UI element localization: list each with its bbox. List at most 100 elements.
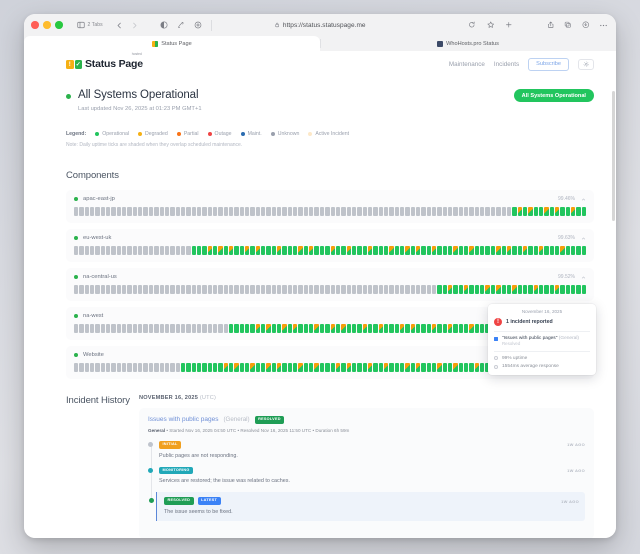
uptime-tick[interactable] — [544, 207, 549, 216]
uptime-tick[interactable] — [458, 363, 464, 372]
uptime-tick[interactable] — [469, 207, 474, 216]
uptime-tick[interactable] — [437, 207, 442, 216]
uptime-tick[interactable] — [362, 324, 367, 333]
uptime-tick[interactable] — [538, 207, 544, 216]
uptime-tick[interactable] — [581, 246, 586, 255]
uptime-tick[interactable] — [95, 324, 100, 333]
uptime-tick[interactable] — [74, 363, 79, 372]
uptime-tick[interactable] — [576, 285, 581, 294]
uptime-tick[interactable] — [180, 324, 186, 333]
uptime-tick[interactable] — [180, 246, 186, 255]
uptime-tick[interactable] — [298, 246, 303, 255]
uptime-tick[interactable] — [533, 246, 538, 255]
uptime-tick[interactable] — [309, 363, 314, 372]
uptime-tick[interactable] — [154, 285, 159, 294]
uptime-tick[interactable] — [255, 246, 261, 255]
uptime-tick[interactable] — [245, 207, 250, 216]
uptime-tick-bar[interactable] — [74, 246, 586, 255]
uptime-tick[interactable] — [394, 207, 399, 216]
uptime-tick[interactable] — [261, 246, 266, 255]
uptime-tick[interactable] — [522, 207, 528, 216]
uptime-tick[interactable] — [287, 324, 293, 333]
uptime-tick[interactable] — [287, 246, 293, 255]
uptime-tick[interactable] — [309, 207, 314, 216]
uptime-tick[interactable] — [132, 363, 138, 372]
uptime-tick[interactable] — [202, 285, 207, 294]
uptime-tick[interactable] — [154, 246, 159, 255]
uptime-tick[interactable] — [565, 285, 570, 294]
uptime-tick[interactable] — [410, 285, 415, 294]
uptime-tick[interactable] — [287, 285, 293, 294]
uptime-tick[interactable] — [191, 246, 196, 255]
uptime-tick[interactable] — [127, 324, 132, 333]
uptime-tick[interactable] — [164, 324, 170, 333]
browser-tab-whohosts[interactable]: WhoHosts.pro Status — [320, 36, 616, 51]
uptime-tick[interactable] — [293, 363, 298, 372]
uptime-tick[interactable] — [100, 285, 106, 294]
uptime-tick[interactable] — [95, 246, 100, 255]
uptime-tick[interactable] — [271, 324, 277, 333]
uptime-tick[interactable] — [394, 363, 399, 372]
uptime-tick[interactable] — [111, 363, 116, 372]
uptime-tick[interactable] — [437, 285, 442, 294]
uptime-tick[interactable] — [496, 285, 501, 294]
uptime-tick[interactable] — [122, 207, 127, 216]
uptime-tick[interactable] — [175, 363, 180, 372]
uptime-tick[interactable] — [116, 246, 122, 255]
uptime-tick[interactable] — [474, 207, 480, 216]
uptime-tick[interactable] — [325, 207, 330, 216]
uptime-tick[interactable] — [512, 246, 517, 255]
uptime-tick-bar[interactable] — [74, 207, 586, 216]
uptime-tick[interactable] — [234, 207, 239, 216]
uptime-tick[interactable] — [293, 285, 298, 294]
chevron-up-icon[interactable] — [581, 275, 586, 280]
uptime-tick[interactable] — [538, 285, 544, 294]
uptime-tick[interactable] — [218, 285, 223, 294]
uptime-tick[interactable] — [261, 207, 266, 216]
uptime-tick[interactable] — [314, 207, 319, 216]
uptime-tick[interactable] — [298, 363, 303, 372]
uptime-tick[interactable] — [474, 246, 480, 255]
uptime-tick[interactable] — [442, 363, 448, 372]
uptime-tick[interactable] — [223, 363, 228, 372]
uptime-tick[interactable] — [480, 324, 485, 333]
uptime-tick[interactable] — [319, 207, 325, 216]
uptime-tick[interactable] — [84, 246, 90, 255]
uptime-tick[interactable] — [570, 285, 576, 294]
page-scrollbar[interactable] — [612, 91, 615, 221]
chevron-up-icon[interactable] — [581, 197, 586, 202]
uptime-tick[interactable] — [234, 363, 239, 372]
uptime-tick[interactable] — [309, 246, 314, 255]
uptime-tick[interactable] — [79, 207, 84, 216]
uptime-tick[interactable] — [223, 246, 228, 255]
uptime-tick[interactable] — [416, 324, 421, 333]
uptime-tick[interactable] — [432, 285, 437, 294]
uptime-tick[interactable] — [335, 246, 341, 255]
more-ellipsis-icon[interactable] — [599, 21, 608, 30]
uptime-tick[interactable] — [469, 324, 474, 333]
uptime-tick[interactable] — [74, 246, 79, 255]
uptime-tick[interactable] — [266, 363, 271, 372]
uptime-tick[interactable] — [453, 363, 458, 372]
uptime-tick[interactable] — [496, 246, 501, 255]
uptime-tick[interactable] — [122, 246, 127, 255]
uptime-tick[interactable] — [512, 285, 517, 294]
uptime-tick[interactable] — [469, 246, 474, 255]
uptime-tick[interactable] — [367, 324, 373, 333]
uptime-tick[interactable] — [325, 246, 330, 255]
uptime-tick[interactable] — [581, 285, 586, 294]
tab-overview-button[interactable]: 2 Tabs — [73, 18, 107, 32]
uptime-tick[interactable] — [79, 363, 84, 372]
uptime-tick[interactable] — [84, 363, 90, 372]
uptime-tick[interactable] — [501, 285, 506, 294]
uptime-tick[interactable] — [351, 285, 357, 294]
uptime-tick[interactable] — [277, 246, 282, 255]
uptime-tick[interactable] — [148, 363, 154, 372]
uptime-tick[interactable] — [554, 246, 560, 255]
uptime-tick[interactable] — [196, 246, 202, 255]
uptime-tick[interactable] — [373, 246, 378, 255]
uptime-tick[interactable] — [111, 285, 116, 294]
uptime-tick[interactable] — [490, 285, 496, 294]
uptime-tick[interactable] — [325, 324, 330, 333]
uptime-tick[interactable] — [245, 246, 250, 255]
